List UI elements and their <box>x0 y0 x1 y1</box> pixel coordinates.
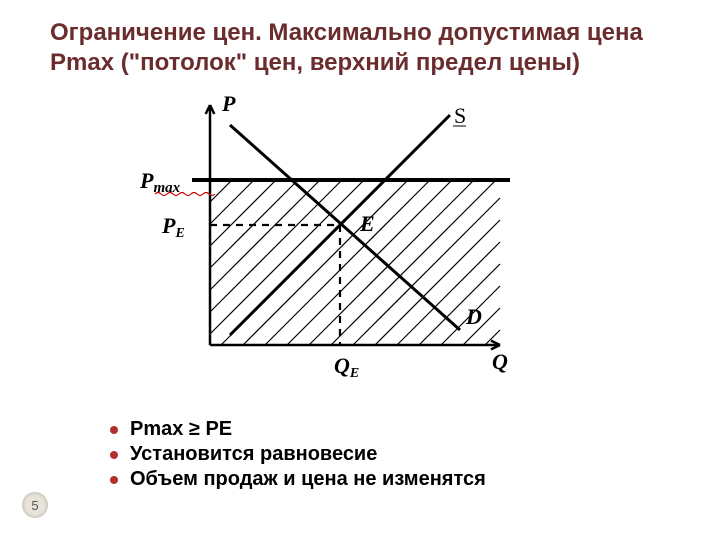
bullet-dot-icon <box>110 451 118 459</box>
bullet-list: Pmax ≥ PE Установится равновесие Объем п… <box>110 418 486 493</box>
bullet-dot-icon <box>110 426 118 434</box>
svg-text:D: D <box>465 304 482 329</box>
title-line1: Ограничение цен. Максимально допустимая … <box>50 19 643 46</box>
svg-text:S: S <box>454 103 466 128</box>
chart-svg: P Q S D E QE PE Pmax <box>130 85 550 395</box>
bullet-text: Установится равновесие <box>130 443 377 466</box>
svg-text:Q: Q <box>492 349 508 374</box>
page-number: 5 <box>22 492 48 518</box>
svg-text:PE: PE <box>161 213 185 241</box>
title-line2: Pmax ("потолок" цен, верхний предел цены… <box>50 49 580 76</box>
bullet-item: Объем продаж и цена не изменятся <box>110 468 486 491</box>
svg-text:P: P <box>221 91 236 116</box>
bullet-text: Pmax ≥ PE <box>130 418 232 441</box>
svg-text:E: E <box>359 211 375 236</box>
bullet-text: Объем продаж и цена не изменятся <box>130 468 486 491</box>
bullet-item: Pmax ≥ PE <box>110 418 486 441</box>
page-number-text: 5 <box>31 498 38 513</box>
svg-text:QE: QE <box>334 353 359 381</box>
slide: Ограничение цен. Максимально допустимая … <box>0 0 720 540</box>
price-ceiling-chart: P Q S D E QE PE Pmax <box>130 85 550 395</box>
bullet-dot-icon <box>110 476 118 484</box>
slide-title: Ограничение цен. Максимально допустимая … <box>50 18 680 78</box>
svg-text:Pmax: Pmax <box>139 168 181 196</box>
bullet-item: Установится равновесие <box>110 443 486 466</box>
